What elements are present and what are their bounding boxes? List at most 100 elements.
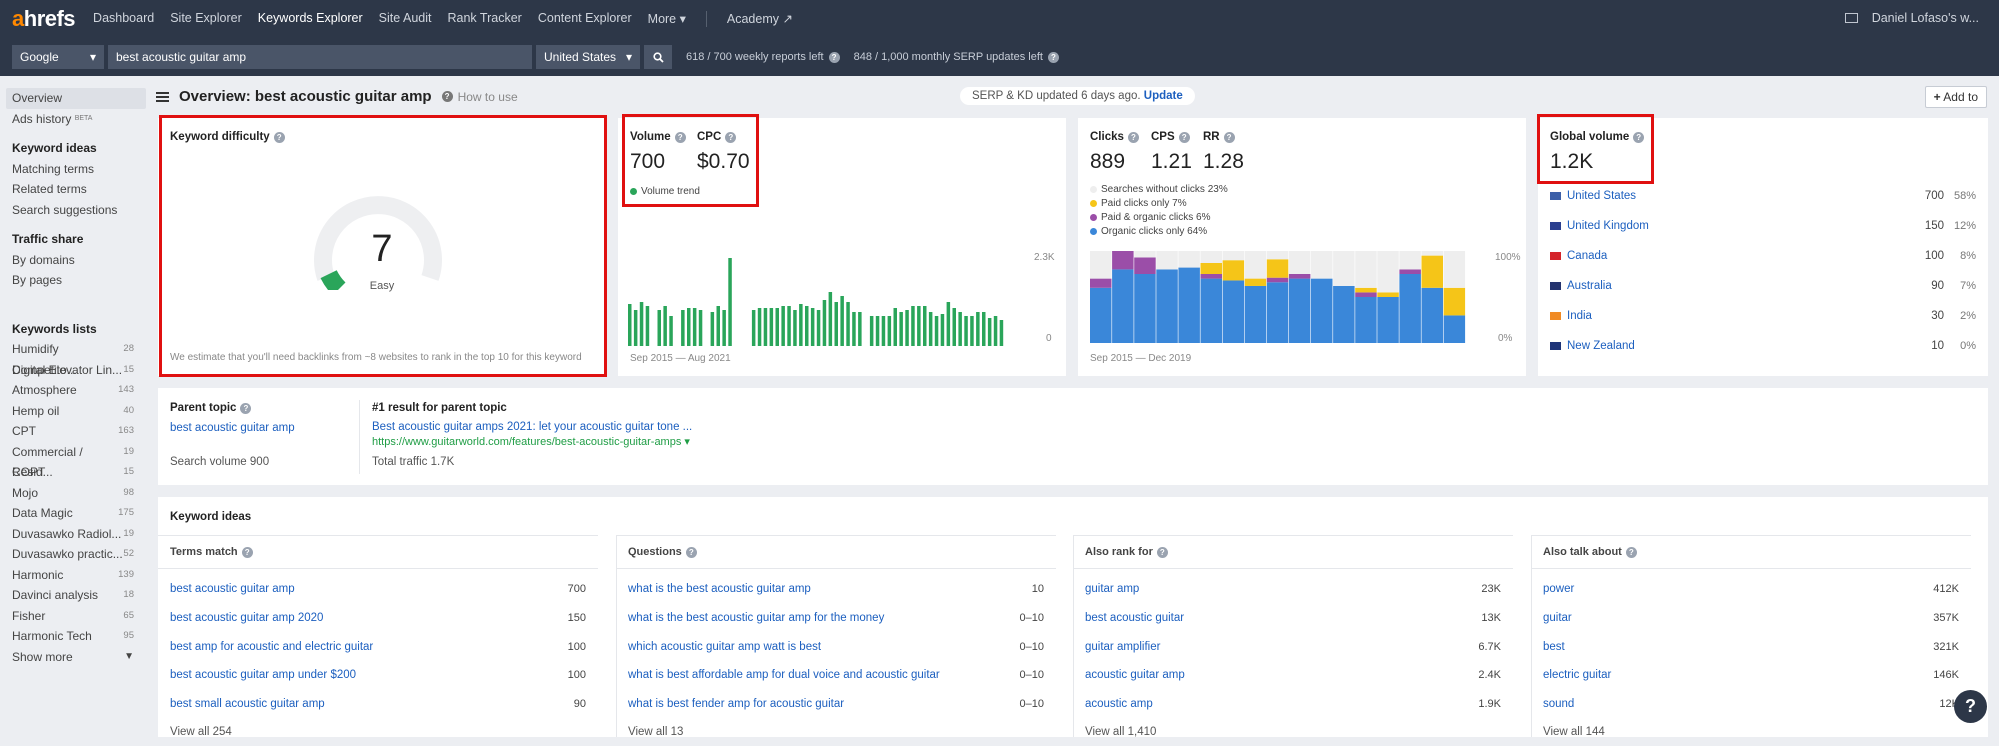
help-icon[interactable]: ? [273,131,285,143]
help-icon[interactable]: ? [240,402,252,414]
keyword-link[interactable]: power [1543,583,1575,596]
keyword-list-item[interactable]: COPT 15 [0,462,146,483]
user-menu[interactable]: Daniel Lofaso's w... [1871,11,1979,25]
help-icon[interactable]: ? [1633,131,1645,143]
keyword-input[interactable] [108,45,532,69]
help-icon[interactable]: ? [1047,51,1059,63]
help-icon[interactable]: ? [1178,131,1190,143]
keyword-link[interactable]: best acoustic guitar amp 2020 [170,612,324,625]
clicks-chart-range: Sep 2015 — Dec 2019 [1090,353,1192,364]
country-link[interactable]: India [1567,310,1592,322]
sidebar-item-overview[interactable]: Overview [6,88,146,109]
nav-site-explorer[interactable]: Site Explorer [170,11,242,25]
keyword-link[interactable]: electric guitar [1543,669,1612,682]
nav-keywords-explorer[interactable]: Keywords Explorer [257,11,363,25]
help-icon[interactable]: ? [1127,131,1139,143]
keyword-list-item[interactable]: Duvasawko Radiol... 19 [0,524,146,545]
top-result-title[interactable]: Best acoustic guitar amps 2021: let your… [372,421,693,433]
clicks-bar-segment [1355,297,1377,343]
help-chat-button[interactable]: ? [1954,690,1987,723]
keyword-link[interactable]: which acoustic guitar amp watt is best [628,640,822,653]
menu-icon[interactable] [156,91,169,102]
keyword-list-item[interactable]: Harmonic Tech 95 [0,626,146,647]
search-button[interactable] [644,45,672,69]
keyword-ideas-column: Also rank for? guitar amp 23K best acoustic… [1073,535,1513,746]
keyword-link[interactable]: guitar amplifier [1085,640,1161,653]
show-more-button[interactable]: Show more ▼ [0,647,146,668]
clicks-chart-ymax: 100% [1495,252,1521,263]
help-icon[interactable]: ? [674,131,686,143]
keyword-link[interactable]: best acoustic guitar amp under $200 [170,669,357,682]
nav-academy[interactable]: Academy ↗ [726,12,793,26]
country-link[interactable]: United States [1567,190,1637,202]
help-icon[interactable]: ? [828,51,840,63]
country-link[interactable]: Australia [1567,280,1612,292]
sidebar-item-by-domains[interactable]: By domains [0,250,146,271]
help-icon[interactable]: ? [1223,131,1235,143]
nav-more[interactable]: More ▾ [647,12,686,26]
parent-topic-link[interactable]: best acoustic guitar amp [170,422,295,434]
view-all-link[interactable]: View all 254 [170,726,232,739]
keyword-list-item[interactable]: Duvasawko practic... 52 [0,544,146,565]
keyword-list-item[interactable]: Harmonic 139 [0,565,146,586]
view-all-link[interactable]: View all 13 [628,726,684,739]
help-icon[interactable]: ? [241,546,253,558]
keyword-link[interactable]: what is the best acoustic guitar amp for… [628,612,885,625]
keyword-link[interactable]: best acoustic guitar amp [170,583,295,596]
keyword-list-item[interactable]: Mojo 98 [0,483,146,504]
country-volume: 30 [1931,310,1944,322]
keyword-link[interactable]: sound [1543,698,1575,711]
keyword-list-item[interactable]: Davinci analysis 18 [0,585,146,606]
update-link[interactable]: Update [1143,90,1183,102]
how-to-use-link[interactable]: ? How to use [441,90,518,104]
search-engine-select[interactable]: Google ▾ [12,45,104,69]
rr-label: RR [1203,131,1220,143]
keyword-list-item[interactable]: Commercial / Resid... 19 [0,442,146,480]
view-all-link[interactable]: View all 1,410 [1085,726,1157,739]
keyword-link[interactable]: best amp for acoustic and electric guita… [170,640,374,653]
nav-content-explorer[interactable]: Content Explorer [537,11,632,25]
view-all-link[interactable]: View all 144 [1543,726,1605,739]
keyword-list-item[interactable]: Fisher 65 [0,606,146,627]
nav-rank-tracker[interactable]: Rank Tracker [447,11,522,25]
volume-bar [911,306,915,346]
help-icon[interactable]: ? [725,131,737,143]
keyword-link[interactable]: guitar [1543,612,1572,625]
keyword-link[interactable]: guitar amp [1085,583,1140,596]
cps-label: CPS [1151,131,1175,143]
top-result-url[interactable]: https://www.guitarworld.com/features/bes… [372,436,690,448]
help-icon[interactable]: ? [685,546,697,558]
country-link[interactable]: New Zealand [1567,340,1635,352]
volume-bar [805,306,809,346]
keyword-list-item[interactable]: CPT 163 [0,421,146,442]
sidebar-item-search-suggestions[interactable]: Search suggestions [0,200,146,221]
keyword-link[interactable]: what is best affordable amp for dual voi… [628,669,940,682]
nav-site-audit[interactable]: Site Audit [378,11,432,25]
keyword-link[interactable]: acoustic guitar amp [1085,669,1185,682]
country-link[interactable]: Canada [1567,250,1608,262]
sidebar-item-by-pages[interactable]: By pages [0,270,146,291]
keyword-link[interactable]: what is the best acoustic guitar amp [628,583,811,596]
help-icon[interactable]: ? [1625,546,1637,558]
keyword-link[interactable]: best small acoustic guitar amp [170,698,325,711]
nav-dashboard[interactable]: Dashboard [93,11,155,25]
sidebar-item-matching-terms[interactable]: Matching terms [0,159,146,180]
keyword-list-item[interactable]: Data Magic 175 [0,503,146,524]
keyword-link[interactable]: best acoustic guitar [1085,612,1185,625]
keyword-link[interactable]: what is best fender amp for acoustic gui… [628,698,845,711]
country-select[interactable]: United States ▾ [536,45,640,69]
monitor-icon[interactable] [1844,13,1858,23]
country-link[interactable]: United Kingdom [1567,220,1649,232]
keyword-list-item[interactable]: Atmosphere 143 [0,380,146,401]
help-icon[interactable]: ? [1156,546,1168,558]
add-to-button[interactable]: + Add to [1924,86,1987,108]
volume-bar [816,310,821,346]
ahrefs-logo[interactable]: ahrefs [12,6,76,31]
keyword-list-item[interactable]: Humidify Competito... 28 [0,339,146,377]
keyword-link[interactable]: acoustic amp [1085,698,1153,711]
sidebar-item-related-terms[interactable]: Related terms [0,179,146,200]
keyword-link[interactable]: best [1543,640,1565,653]
keyword-list-item[interactable]: Hemp oil 40 [0,401,146,422]
keyword-list-item[interactable]: Digital Elevator Lin... 15 [0,360,146,381]
sidebar-item-ads-history[interactable]: Ads history BETA [0,109,146,130]
